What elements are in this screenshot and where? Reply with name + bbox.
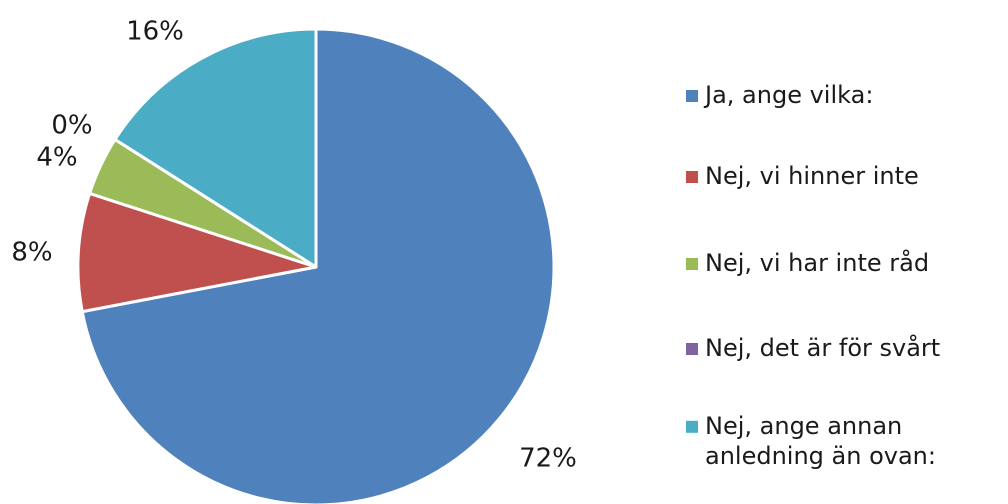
legend-label: Nej, ange annan anledning än ovan:: [705, 412, 936, 470]
legend-item-nej-ange-annan-anledning-an-ovan: Nej, ange annan anledning än ovan:: [686, 412, 936, 470]
data-label-nej-vi-hinner-inte: 8%: [11, 238, 52, 268]
legend-swatch: [686, 258, 698, 270]
pie-slices: [76, 27, 556, 504]
legend-item-nej-vi-hinner-inte: Nej, vi hinner inte: [686, 162, 919, 190]
data-label-nej-det-ar-for-svart: 0%: [51, 111, 92, 141]
data-label-ja-ange-vilka: 72%: [519, 444, 577, 474]
legend-item-nej-vi-har-inte-rad: Nej, vi har inte råd: [686, 248, 929, 277]
legend-label: Ja, ange vilka:: [703, 81, 873, 109]
pie-slice-nej-ange-annan-anledning-an-ovan: [113, 27, 318, 269]
legend-item-ja-ange-vilka: Ja, ange vilka:: [686, 81, 873, 109]
pie-slice-ja-ange-vilka: [80, 27, 556, 504]
legend-swatch: [686, 343, 698, 355]
legend-item-nej-det-ar-for-svart: Nej, det är för svårt: [686, 333, 940, 362]
legend-label: Nej, vi har inte råd: [705, 248, 929, 277]
data-label-nej-ange-annan-anledning-an-ovan: 16%: [126, 17, 184, 47]
data-label-nej-vi-har-inte-rad: 4%: [36, 143, 77, 173]
legend-swatch: [686, 420, 698, 433]
pie-slice-nej-vi-hinner-inte: [76, 191, 318, 314]
legend-label: Nej, det är för svårt: [705, 333, 940, 362]
legend-label: Nej, vi hinner inte: [705, 162, 919, 190]
pie-data-labels: 72% 8% 4%0% 16%: [11, 17, 577, 474]
legend-swatch: [686, 171, 698, 183]
legend-swatch: [686, 90, 698, 102]
legend: Ja, ange vilka: Nej, vi hinner inte Nej, v…: [686, 81, 940, 470]
